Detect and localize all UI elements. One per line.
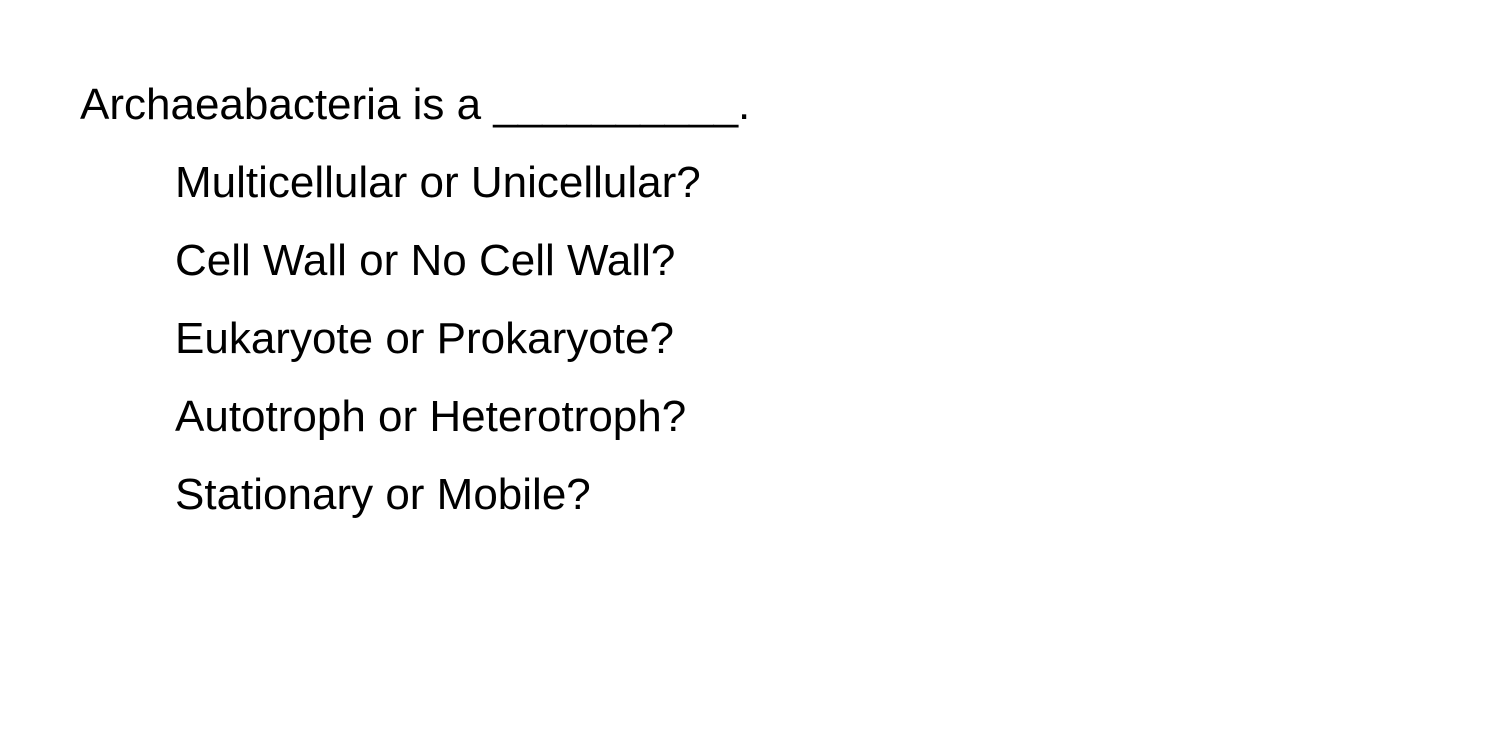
page-title: Archaeabacteria is a __________. — [80, 80, 1420, 130]
question-item: Cell Wall or No Cell Wall? — [175, 236, 1420, 286]
question-item: Autotroph or Heterotroph? — [175, 392, 1420, 442]
question-item: Eukaryote or Prokaryote? — [175, 314, 1420, 364]
question-item: Multicellular or Unicellular? — [175, 158, 1420, 208]
question-list: Multicellular or Unicellular? Cell Wall … — [80, 158, 1420, 520]
question-item: Stationary or Mobile? — [175, 470, 1420, 520]
